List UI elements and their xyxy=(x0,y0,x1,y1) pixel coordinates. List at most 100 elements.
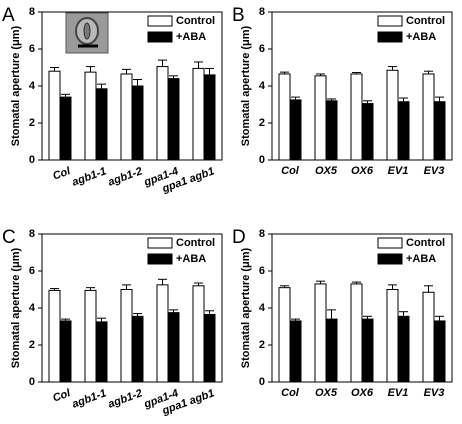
x-tick-label: EV1 xyxy=(388,165,409,177)
x-tick-label: OX6 xyxy=(351,387,374,399)
bar xyxy=(131,85,144,161)
panel-letter: B xyxy=(232,5,245,26)
bar xyxy=(314,283,327,383)
bar xyxy=(192,285,205,383)
y-axis-label: Stomatal aperture (μm) xyxy=(240,25,252,146)
y-tick-label: 8 xyxy=(29,228,35,240)
panel-letter: C xyxy=(2,227,16,248)
legend-swatch xyxy=(147,31,173,43)
y-tick-label: 6 xyxy=(259,265,265,277)
bar xyxy=(350,73,363,161)
x-tick-label: OX6 xyxy=(351,165,374,177)
bar xyxy=(433,101,446,161)
legend-label: +ABA xyxy=(406,31,436,43)
plot-frame xyxy=(41,11,223,161)
y-tick-label: 6 xyxy=(259,43,265,55)
bar xyxy=(289,320,302,383)
bar xyxy=(167,312,180,383)
bar xyxy=(167,78,180,161)
panel-letter: D xyxy=(232,227,246,248)
y-tick-label: 0 xyxy=(259,376,265,388)
bar xyxy=(95,321,108,383)
bar xyxy=(120,289,133,383)
x-tick-label: EV3 xyxy=(424,387,445,399)
legend-swatch xyxy=(147,237,173,249)
bar xyxy=(386,69,399,161)
legend-label: +ABA xyxy=(176,253,206,265)
y-tick-label: 8 xyxy=(259,6,265,18)
x-tick-label: Col xyxy=(51,387,73,405)
y-tick-label: 2 xyxy=(29,117,35,129)
bar xyxy=(289,99,302,161)
bar xyxy=(325,318,338,383)
x-tick-label: agb1-2 xyxy=(107,387,144,410)
x-tick-label: Col xyxy=(281,165,300,177)
y-tick-label: 2 xyxy=(259,339,265,351)
y-tick-label: 2 xyxy=(29,339,35,351)
x-tick-label: agb1-1 xyxy=(71,387,108,410)
y-tick-label: 8 xyxy=(259,228,265,240)
bar xyxy=(192,67,205,161)
legend-swatch xyxy=(377,31,403,43)
plot-frame xyxy=(41,233,223,383)
legend-swatch xyxy=(377,15,403,27)
y-axis-label: Stomatal aperture (μm) xyxy=(240,247,252,368)
x-tick-label: Col xyxy=(51,165,73,183)
plot-frame xyxy=(271,11,453,161)
plot-frame xyxy=(271,233,453,383)
bar xyxy=(278,287,291,383)
bar xyxy=(84,71,97,161)
y-tick-label: 0 xyxy=(29,376,35,388)
legend-swatch xyxy=(377,253,403,265)
legend-label: Control xyxy=(176,15,215,27)
legend-swatch xyxy=(377,237,403,249)
bar xyxy=(386,289,399,383)
bar xyxy=(203,313,216,383)
bar xyxy=(433,320,446,383)
x-tick-label: agb1-2 xyxy=(107,165,144,188)
bar xyxy=(278,73,291,161)
bar xyxy=(325,100,338,161)
bar xyxy=(422,73,435,161)
legend-label: +ABA xyxy=(406,253,436,265)
bar xyxy=(361,318,374,383)
x-tick-label: EV3 xyxy=(424,165,445,177)
x-tick-label: OX5 xyxy=(315,165,338,177)
y-tick-label: 6 xyxy=(29,43,35,55)
bar xyxy=(156,66,169,161)
bar xyxy=(203,74,216,161)
legend-swatch xyxy=(147,15,173,27)
x-tick-label: OX5 xyxy=(315,387,338,399)
x-tick-label: agb1-1 xyxy=(71,165,108,188)
bar xyxy=(48,289,61,383)
y-tick-label: 4 xyxy=(29,80,36,92)
x-tick-label: Col xyxy=(281,387,300,399)
bar xyxy=(95,88,108,161)
y-tick-label: 0 xyxy=(29,154,35,166)
y-tick-label: 6 xyxy=(29,265,35,277)
bar xyxy=(48,70,61,161)
y-axis-label: Stomatal aperture (μm) xyxy=(10,25,22,146)
legend-label: Control xyxy=(406,15,445,27)
y-tick-label: 2 xyxy=(259,117,265,129)
bar xyxy=(59,320,72,383)
y-axis-label: Stomatal aperture (μm) xyxy=(10,247,22,368)
bar xyxy=(397,101,410,161)
bar xyxy=(397,315,410,383)
legend-label: Control xyxy=(406,237,445,249)
legend-label: +ABA xyxy=(176,31,206,43)
x-tick-label: EV1 xyxy=(388,387,409,399)
bar xyxy=(131,315,144,383)
bar xyxy=(361,103,374,161)
panel-letter: A xyxy=(2,5,15,26)
bar xyxy=(84,289,97,383)
legend-label: Control xyxy=(176,237,215,249)
bar xyxy=(350,283,363,383)
y-tick-label: 0 xyxy=(259,154,265,166)
bar xyxy=(120,73,133,161)
bar xyxy=(59,96,72,161)
legend-swatch xyxy=(147,253,173,265)
y-tick-label: 4 xyxy=(29,302,36,314)
